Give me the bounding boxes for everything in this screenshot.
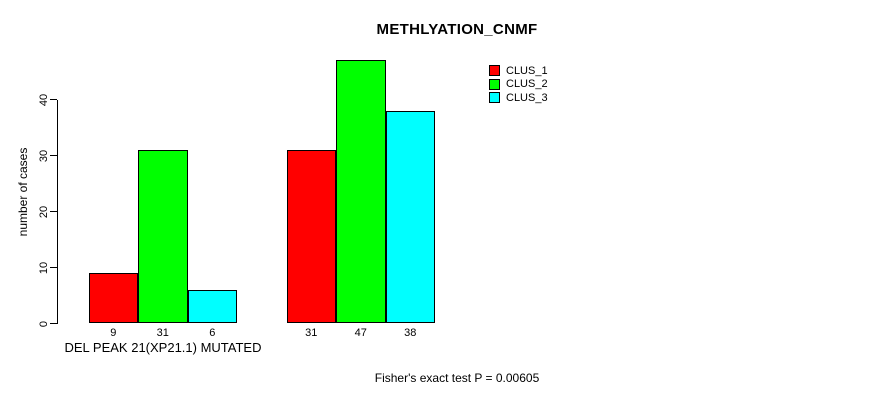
legend: CLUS_1 CLUS_2 CLUS_3	[489, 64, 548, 105]
y-axis-tick-label: 10	[38, 261, 50, 274]
y-axis-tick-label: 20	[38, 205, 50, 218]
legend-swatch-clus-3	[489, 92, 500, 104]
y-axis-title: number of cases	[16, 147, 30, 237]
bar-clus_2-group1	[138, 149, 188, 324]
legend-item-clus-2: CLUS_2	[489, 78, 548, 92]
y-axis-line	[57, 99, 58, 324]
bar-clus_3-group2	[385, 110, 435, 324]
y-axis-tick	[50, 267, 57, 268]
y-axis-tick-label: 30	[38, 149, 50, 162]
chart-title: METHLYATION_CNMF	[376, 21, 538, 38]
bar-clus_2-group2	[336, 60, 386, 324]
bar-value-label: 31	[305, 327, 318, 339]
legend-label-clus-2: CLUS_2	[506, 78, 548, 91]
y-axis-tick	[50, 323, 57, 324]
legend-item-clus-1: CLUS_1	[489, 64, 548, 78]
bar-clus_1-group1	[88, 273, 138, 324]
legend-label-clus-3: CLUS_3	[506, 91, 548, 104]
bar-clus_1-group2	[286, 149, 336, 324]
bar-value-label: 38	[404, 327, 417, 339]
y-axis-tick	[50, 211, 57, 212]
y-axis-tick-label: 0	[38, 320, 50, 327]
legend-label-clus-1: CLUS_1	[506, 64, 548, 77]
y-axis-tick	[50, 99, 57, 100]
legend-swatch-clus-1	[489, 65, 500, 77]
fisher-test-annotation: Fisher's exact test P = 0.00605	[374, 371, 540, 385]
bar-value-label: 47	[354, 327, 367, 339]
bar-value-label: 9	[110, 327, 117, 339]
bar-value-label: 6	[209, 327, 216, 339]
legend-swatch-clus-2	[489, 78, 500, 90]
bar-value-label: 31	[156, 327, 169, 339]
bar-clus_3-group1	[187, 289, 237, 324]
y-axis-tick-label: 40	[38, 93, 50, 106]
y-axis-tick	[50, 155, 57, 156]
x-axis-group1-label: DEL PEAK 21(XP21.1) MUTATED	[64, 340, 262, 355]
legend-item-clus-3: CLUS_3	[489, 91, 548, 105]
